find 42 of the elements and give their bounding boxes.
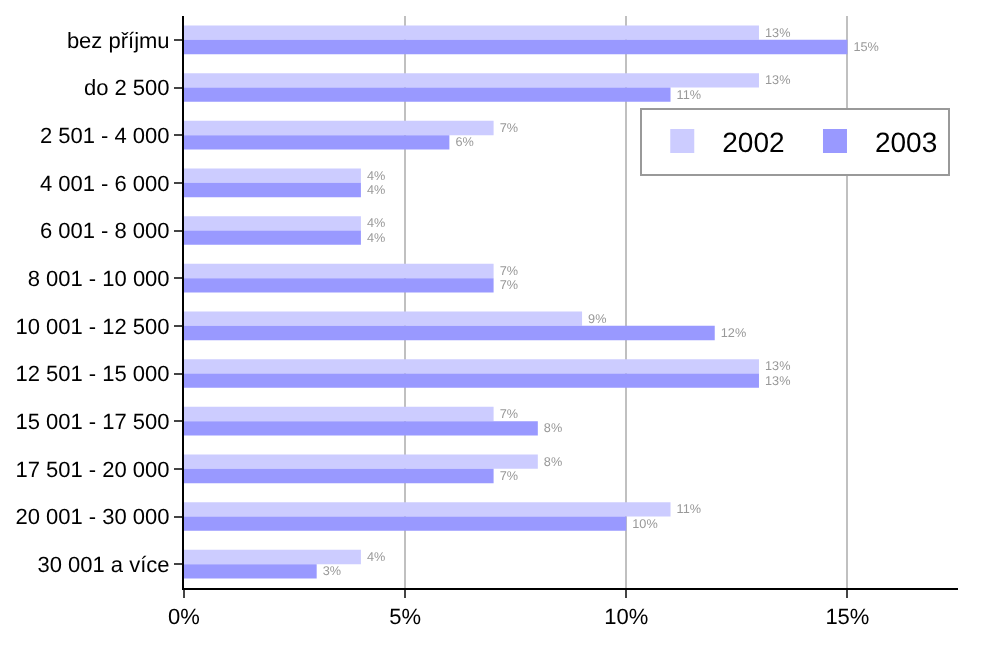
y-tick-label: 8 001 - 10 000 [27,267,170,292]
bar [184,359,759,374]
bar [184,182,361,198]
bar [184,516,627,531]
bar [184,373,759,388]
y-tick-label: 20 001 - 30 000 [15,506,170,531]
x-tick-label: 5% [389,606,422,631]
bar [184,468,494,484]
y-tick-label: 30 001 a více [37,553,170,578]
y-tick-label: 2 501 - 4 000 [39,124,170,149]
bar [184,73,759,88]
bar [184,454,538,469]
bar [184,168,361,183]
legend-label: 2002 [722,125,785,158]
bar [184,502,671,517]
bar [184,311,583,326]
bar [184,325,715,341]
x-tick-label: 10% [604,606,649,631]
x-tick-label: 0% [168,606,201,631]
bar [184,564,317,579]
bar [184,549,361,565]
bar [184,406,494,422]
bar [184,135,450,150]
bar [184,421,538,436]
bar [184,87,671,102]
x-tick-label: 15% [825,606,870,631]
y-tick-label: 10 001 - 12 500 [15,315,170,340]
legend-label: 2003 [874,125,938,158]
y-tick-label: 17 501 - 20 000 [15,458,170,483]
bar [184,278,494,293]
y-tick-label: 15 001 - 17 500 [15,410,170,435]
y-tick-label: do 2 500 [83,77,170,102]
bar [184,230,361,245]
bar [184,216,361,231]
y-tick-label: 12 501 - 15 000 [15,363,170,388]
y-tick-label: 4 001 - 6 000 [39,172,170,197]
y-tick-label: bez příjmu [66,29,170,54]
bar [184,120,494,136]
bar [184,25,759,40]
bar [184,39,848,55]
bar [184,263,494,279]
y-tick-label: 6 001 - 8 000 [39,220,170,245]
